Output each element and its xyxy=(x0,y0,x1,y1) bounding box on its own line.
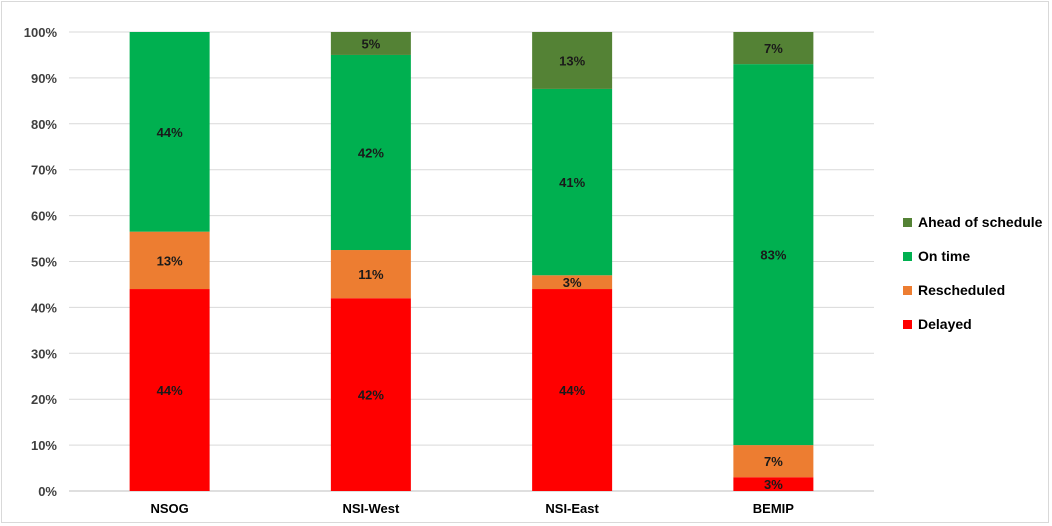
y-tick-label: 60% xyxy=(31,209,57,224)
data-label-bemip-on-time: 83% xyxy=(760,248,786,263)
x-tick-label: NSI-East xyxy=(545,501,599,516)
data-label-nsog-on-time: 44% xyxy=(157,125,183,140)
data-label-bemip-rescheduled: 7% xyxy=(764,454,783,469)
bar-bemip-ahead-of-schedule xyxy=(733,32,814,65)
y-tick-label: 40% xyxy=(31,300,57,315)
bar-nsog-on-time xyxy=(129,32,210,232)
data-label-nsi-east-ahead-of-schedule: 13% xyxy=(559,53,585,68)
legend: Ahead of schedule On time Rescheduled Delay… xyxy=(903,214,1043,332)
data-label-nsog-delayed: 44% xyxy=(157,383,183,398)
legend-swatch-rescheduled xyxy=(903,286,912,295)
legend-swatch-ahead-of-schedule xyxy=(903,218,912,227)
legend-label-on-time: On time xyxy=(918,248,970,264)
bar-nsi-west-on-time xyxy=(330,54,411,251)
y-tick-label: 100% xyxy=(24,25,58,40)
legend-label-rescheduled: Rescheduled xyxy=(918,282,1005,298)
x-axis-ticks: NSOG NSI-West NSI-East BEMIP xyxy=(150,501,794,516)
bars xyxy=(129,32,814,491)
data-label-nsi-west-delayed: 42% xyxy=(358,388,384,403)
bar-nsi-west-rescheduled xyxy=(330,250,411,299)
legend-swatch-on-time xyxy=(903,252,912,261)
bar-bemip-on-time xyxy=(733,64,814,446)
bar-nsi-east-ahead-of-schedule xyxy=(532,32,613,89)
y-axis-ticks: 0% 10% 20% 30% 40% 50% 60% 70% 80% 90% 100% xyxy=(24,25,58,499)
y-tick-label: 70% xyxy=(31,163,57,178)
bar-nsi-west-delayed xyxy=(330,298,411,491)
data-label-nsi-east-rescheduled: 3% xyxy=(563,275,582,290)
bar-nsi-east-rescheduled xyxy=(532,275,613,290)
bar-bemip-delayed xyxy=(733,477,814,491)
y-tick-label: 80% xyxy=(31,117,57,132)
y-tick-label: 0% xyxy=(38,484,57,499)
x-tick-label: BEMIP xyxy=(753,501,795,516)
data-label-nsi-east-delayed: 44% xyxy=(559,383,585,398)
bar-nsog-rescheduled xyxy=(129,231,210,290)
y-tick-label: 10% xyxy=(31,438,57,453)
data-label-bemip-ahead-of-schedule: 7% xyxy=(764,41,783,56)
bar-nsog-delayed xyxy=(129,289,210,491)
data-label-nsog-rescheduled: 13% xyxy=(157,253,183,268)
data-label-nsi-west-rescheduled: 11% xyxy=(358,267,384,282)
y-tick-label: 30% xyxy=(31,346,57,361)
legend-label-delayed: Delayed xyxy=(918,316,972,332)
x-tick-label: NSOG xyxy=(150,501,188,516)
x-tick-label: NSI-West xyxy=(342,501,399,516)
data-labels: 44% 13% 44% 42% 11% 42% 5% 44% 3% 41% 13% 3% 7% 83% 7% xyxy=(157,36,787,492)
legend-label-ahead-of-schedule: Ahead of schedule xyxy=(918,214,1043,230)
y-tick-label: 90% xyxy=(31,71,57,86)
y-tick-label: 50% xyxy=(31,255,57,270)
y-tick-label: 20% xyxy=(31,392,57,407)
data-label-nsi-west-ahead-of-schedule: 5% xyxy=(361,36,380,51)
bar-nsi-east-delayed xyxy=(532,289,613,491)
data-label-nsi-east-on-time: 41% xyxy=(559,175,585,190)
legend-swatch-delayed xyxy=(903,320,912,329)
bar-nsi-east-on-time xyxy=(532,88,613,276)
bar-bemip-rescheduled xyxy=(733,445,814,478)
data-label-bemip-delayed: 3% xyxy=(764,477,783,492)
bar-nsi-west-ahead-of-schedule xyxy=(330,32,411,55)
data-label-nsi-west-on-time: 42% xyxy=(358,145,384,160)
